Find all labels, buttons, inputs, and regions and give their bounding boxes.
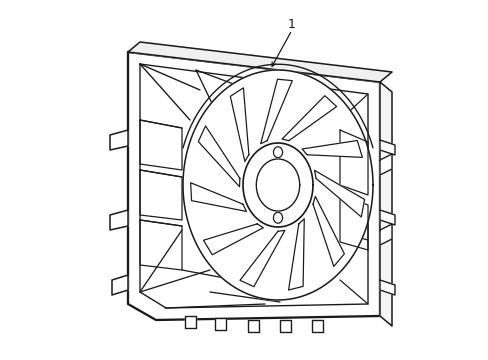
- Polygon shape: [240, 230, 285, 287]
- Polygon shape: [379, 82, 391, 326]
- Polygon shape: [379, 140, 394, 155]
- Polygon shape: [379, 154, 391, 175]
- Polygon shape: [128, 42, 391, 82]
- Polygon shape: [282, 96, 336, 141]
- Polygon shape: [190, 183, 246, 211]
- Polygon shape: [128, 52, 379, 320]
- Polygon shape: [110, 210, 128, 230]
- Polygon shape: [260, 79, 292, 144]
- Polygon shape: [273, 147, 282, 158]
- Polygon shape: [110, 130, 128, 150]
- Polygon shape: [183, 70, 372, 300]
- Polygon shape: [112, 275, 128, 295]
- Polygon shape: [280, 320, 290, 332]
- Text: 1: 1: [287, 18, 295, 31]
- Polygon shape: [302, 140, 362, 157]
- Polygon shape: [230, 88, 248, 162]
- Polygon shape: [273, 212, 282, 223]
- Polygon shape: [379, 224, 391, 245]
- Polygon shape: [247, 320, 259, 332]
- Polygon shape: [379, 210, 394, 225]
- Polygon shape: [184, 316, 196, 328]
- Polygon shape: [215, 318, 225, 330]
- Polygon shape: [288, 219, 304, 290]
- Polygon shape: [311, 320, 323, 332]
- Polygon shape: [203, 224, 263, 255]
- Polygon shape: [243, 143, 312, 227]
- Polygon shape: [312, 196, 344, 266]
- Polygon shape: [379, 280, 394, 295]
- Polygon shape: [314, 170, 364, 217]
- Polygon shape: [198, 126, 240, 187]
